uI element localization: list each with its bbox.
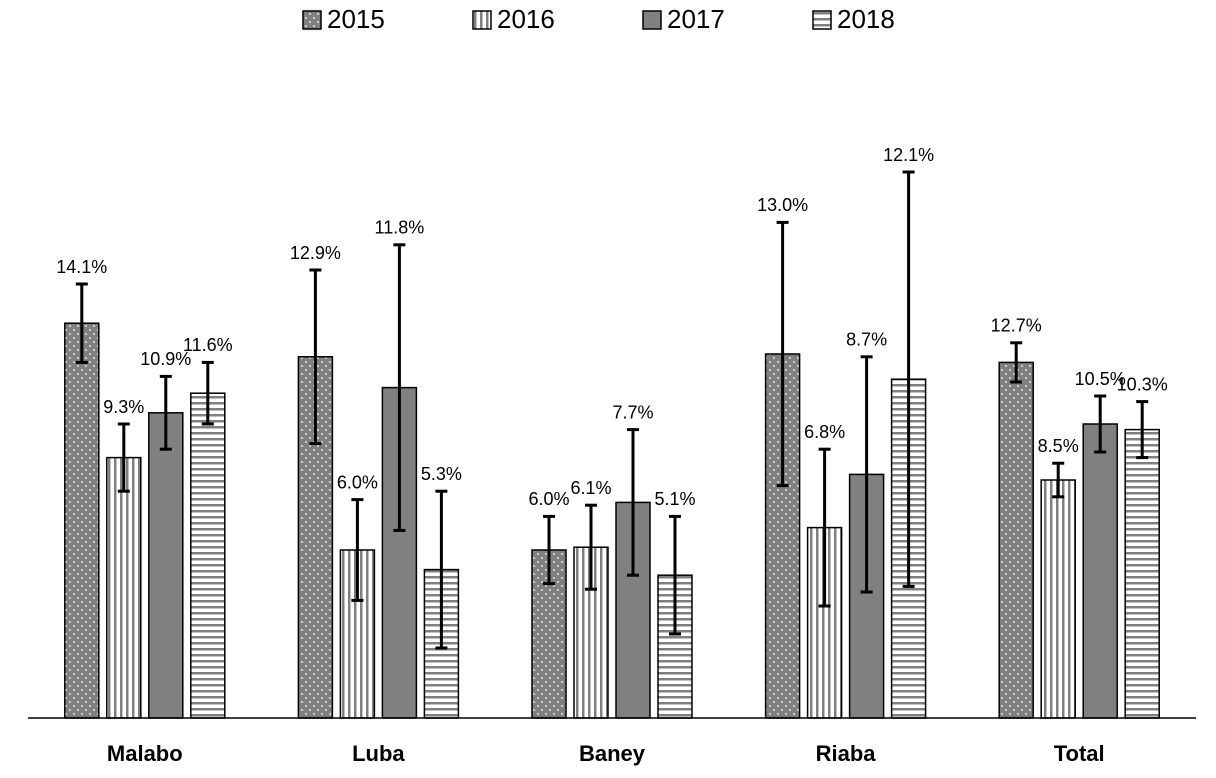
data-label: 12.7% <box>991 316 1042 336</box>
error-bar <box>1094 394 1107 454</box>
x-tick-label: Baney <box>579 741 646 766</box>
legend-swatch <box>812 10 832 30</box>
error-bar <box>902 170 915 588</box>
error-bar <box>860 355 873 594</box>
x-tick-label: Malabo <box>107 741 183 766</box>
bar <box>64 322 100 719</box>
data-label: 6.1% <box>570 478 611 498</box>
data-label: 5.3% <box>421 464 462 484</box>
data-label: 12.1% <box>883 145 934 165</box>
x-tick-label: Luba <box>352 741 405 766</box>
error-bar <box>309 268 322 446</box>
data-label: 8.7% <box>846 330 887 350</box>
error-bar <box>776 220 789 488</box>
x-tick-label: Riaba <box>816 741 877 766</box>
bar <box>190 392 226 719</box>
data-label: 6.8% <box>804 422 845 442</box>
bar <box>1040 479 1076 719</box>
bar <box>998 361 1034 719</box>
data-label: 7.7% <box>612 402 653 422</box>
error-bar <box>201 360 214 426</box>
data-label: 5.1% <box>654 489 695 509</box>
data-label: 10.5% <box>1075 369 1126 389</box>
legend-swatch <box>472 10 492 30</box>
error-bar <box>117 422 130 493</box>
error-bar <box>1052 461 1065 499</box>
legend-label: 2017 <box>667 4 725 34</box>
error-bar <box>159 374 172 451</box>
legend-swatch <box>642 10 662 30</box>
legend-label: 2016 <box>497 4 555 34</box>
data-label: 12.9% <box>290 243 341 263</box>
legend-swatch <box>302 10 322 30</box>
data-label: 10.9% <box>140 349 191 369</box>
error-bar <box>351 498 364 602</box>
data-label: 6.0% <box>337 472 378 492</box>
data-label: 14.1% <box>56 257 107 277</box>
bar <box>148 412 184 719</box>
error-bar <box>393 243 406 532</box>
bar <box>1124 428 1160 719</box>
data-label: 10.3% <box>1117 374 1168 394</box>
error-bar <box>818 447 831 608</box>
error-bar <box>1136 400 1149 460</box>
error-bar <box>669 514 681 636</box>
data-label: 11.6% <box>183 335 233 355</box>
data-label: 8.5% <box>1038 436 1079 456</box>
legend-label: 2018 <box>837 4 895 34</box>
data-label: 9.3% <box>103 397 144 417</box>
data-label: 6.0% <box>528 489 569 509</box>
error-bar <box>75 282 88 364</box>
error-bar <box>1010 341 1023 384</box>
error-bar <box>435 489 448 650</box>
error-bar <box>627 428 639 577</box>
error-bar <box>543 514 555 586</box>
legend-label: 2015 <box>327 4 385 34</box>
data-label: 11.8% <box>375 218 425 238</box>
bar <box>1082 423 1118 719</box>
data-label: 13.0% <box>757 195 808 215</box>
x-tick-label: Total <box>1054 741 1105 766</box>
error-bar <box>585 503 597 591</box>
bar <box>106 456 142 719</box>
